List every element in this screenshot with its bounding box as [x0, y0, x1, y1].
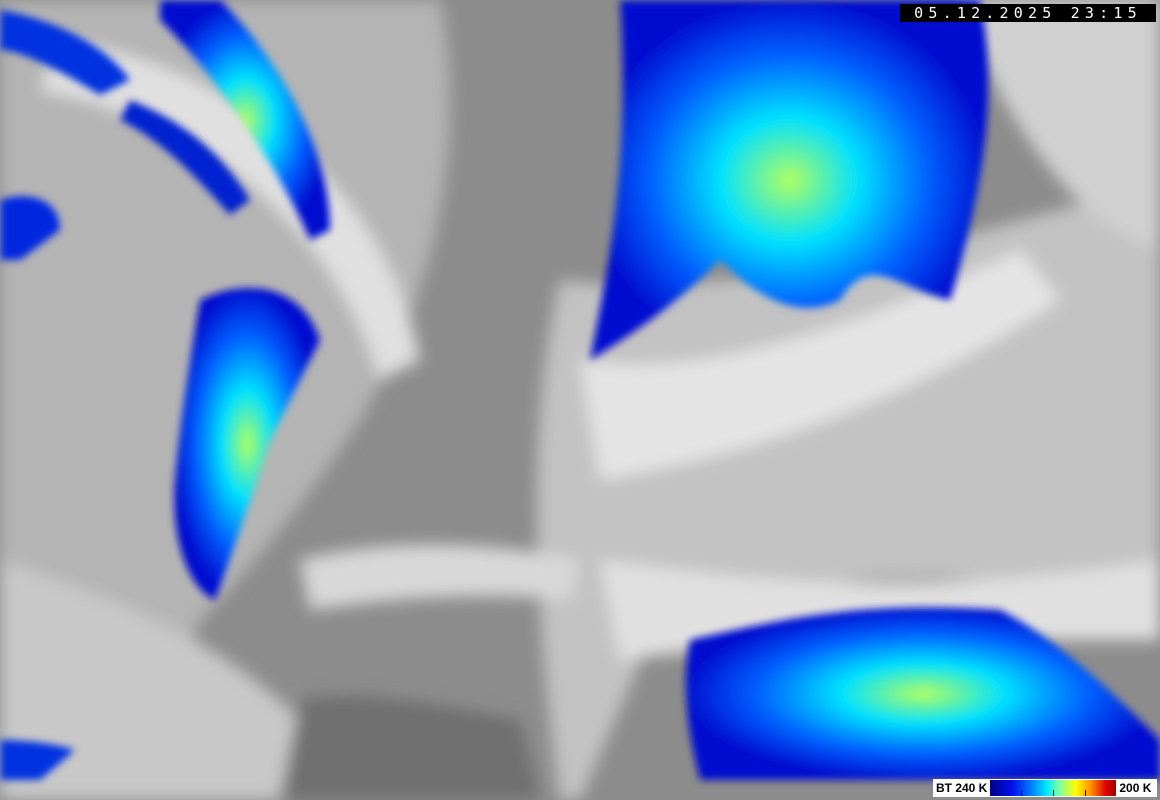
color-scale-legend: BT 240 K 200 K: [933, 779, 1157, 797]
legend-tick: [1053, 790, 1055, 796]
legend-max-label: 200 K: [1119, 781, 1152, 795]
timestamp-label: 05.12.2025 23:15: [900, 4, 1156, 22]
legend-min-label: BT 240 K: [936, 781, 988, 795]
legend-tick: [1085, 790, 1087, 796]
legend-colorbar: [990, 780, 1117, 796]
legend-tick: [1021, 790, 1023, 796]
cold-cloud-tops: [0, 0, 1160, 780]
